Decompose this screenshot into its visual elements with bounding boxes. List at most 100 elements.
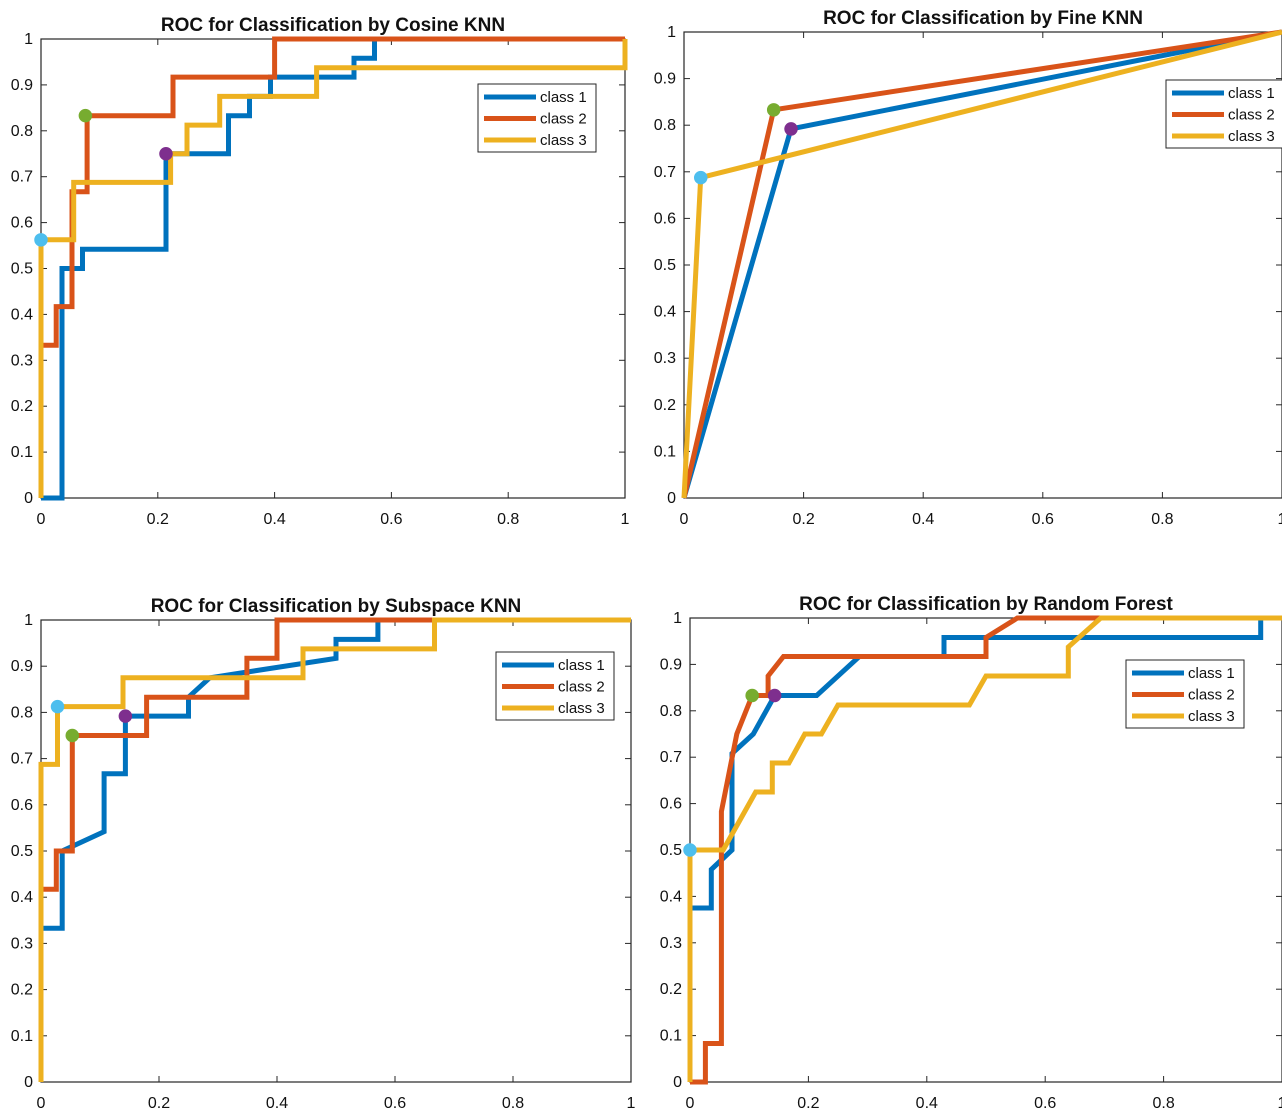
y-tick-label: 0.2 (660, 981, 682, 998)
x-tick-label: 1 (1278, 1095, 1282, 1110)
y-tick-label: 0.6 (660, 796, 682, 813)
x-tick-label: 1 (627, 1095, 636, 1110)
legend: class 1 class 2 class 3 (1125, 659, 1245, 729)
y-tick-label: 0.9 (11, 658, 33, 675)
operating-point-marker (683, 843, 697, 857)
y-tick-label: 1 (24, 612, 33, 629)
y-tick-label: 0.3 (660, 935, 682, 952)
y-tick-label: 0.9 (654, 71, 676, 88)
y-tick-label: 0.9 (11, 77, 33, 94)
operating-point-marker (784, 122, 798, 136)
y-tick-label: 0.3 (654, 350, 676, 367)
y-tick-label: 0.7 (11, 751, 33, 768)
legend-label: class 3 (1228, 128, 1275, 145)
x-tick-label: 0.2 (147, 511, 169, 528)
y-tick-label: 0.4 (654, 304, 676, 321)
x-tick-label: 0.6 (384, 1095, 406, 1110)
y-tick-label: 0.6 (11, 797, 33, 814)
x-tick-label: 0.8 (1151, 511, 1173, 528)
series-line-class-3 (38, 39, 628, 498)
operating-point-marker (50, 699, 65, 714)
series-line-class-1 (41, 36, 625, 501)
legend: class 1 class 2 class 3 (477, 83, 597, 153)
x-tick-label: 1 (621, 511, 630, 528)
legend: class 1 class 2 class 3 (495, 651, 615, 721)
y-tick-label: 0.9 (660, 656, 682, 673)
x-tick-label: 0.4 (263, 511, 285, 528)
operating-point-marker (78, 108, 93, 123)
legend-label: class 2 (1228, 107, 1275, 124)
operating-point-marker (65, 728, 80, 743)
y-tick-label: 0.5 (11, 261, 33, 278)
series-line-class-2 (38, 36, 625, 498)
x-tick-label: 0.4 (912, 511, 934, 528)
x-tick-label: 0 (686, 1095, 695, 1110)
panel-subspace-knn: ROC for Classification by Subspace KNN 0 0… (11, 596, 636, 1110)
y-tick-label: 0.8 (11, 704, 33, 721)
chart-title: ROC for Classification by Random Forest (799, 594, 1173, 615)
x-tick-label: 0 (680, 511, 689, 528)
chart-title: ROC for Classification by Fine KNN (823, 8, 1143, 29)
series-line-class-1 (38, 617, 631, 1082)
y-tick-label: 0.1 (660, 1028, 682, 1045)
legend-label: class 1 (558, 657, 605, 674)
x-tick-label: 0.4 (916, 1095, 938, 1110)
y-tick-label: 0.5 (654, 257, 676, 274)
x-tick-label: 1 (1278, 511, 1282, 528)
y-tick-label: 0.5 (11, 843, 33, 860)
y-tick-label: 0.7 (654, 164, 676, 181)
x-tick-label: 0.4 (266, 1095, 288, 1110)
legend-label: class 1 (1228, 85, 1275, 102)
y-tick-label: 0.3 (11, 352, 33, 369)
y-tick-label: 0.6 (11, 215, 33, 232)
operating-point-marker (159, 147, 173, 161)
y-tick-label: 0.8 (11, 123, 33, 140)
operating-point-marker (693, 170, 708, 185)
y-tick-label: 0.4 (11, 306, 33, 323)
y-tick-label: 1 (24, 31, 33, 48)
y-tick-label: 0 (24, 1074, 33, 1091)
y-tick-label: 0.8 (660, 703, 682, 720)
operating-point-marker (745, 688, 759, 703)
y-tick-label: 0.3 (11, 935, 33, 952)
legend-label: class 2 (1188, 687, 1235, 704)
y-tick-label: 0.7 (11, 169, 33, 186)
x-tick-label: 0.2 (792, 511, 814, 528)
chart-title: ROC for Classification by Subspace KNN (151, 596, 522, 617)
legend-label: class 1 (540, 89, 587, 106)
y-tick-label: 0.1 (11, 444, 33, 461)
legend-label: class 2 (558, 679, 605, 696)
x-tick-label: 0.2 (148, 1095, 170, 1110)
legend-label: class 3 (558, 700, 605, 717)
legend-label: class 1 (1188, 665, 1235, 682)
legend-label: class 3 (540, 132, 587, 149)
series-line-class-2 (38, 617, 631, 1082)
y-tick-label: 0.1 (11, 1028, 33, 1045)
operating-point-marker (767, 688, 782, 703)
x-tick-label: 0.8 (502, 1095, 524, 1110)
y-tick-label: 0.6 (654, 210, 676, 227)
legend: class 1 class 2 class 3 (1165, 79, 1282, 149)
x-tick-label: 0.6 (380, 511, 402, 528)
y-tick-label: 0.7 (660, 749, 682, 766)
y-tick-label: 0.4 (11, 889, 33, 906)
y-tick-label: 0.2 (11, 982, 33, 999)
operating-point-marker (766, 103, 781, 117)
y-tick-label: 0.5 (660, 842, 682, 859)
panel-random-forest: ROC for Classification by Random Forest 0… (660, 594, 1282, 1110)
x-tick-label: 0.2 (797, 1095, 819, 1110)
series-line-class-3 (687, 615, 1282, 1082)
y-tick-label: 0.2 (11, 398, 33, 415)
y-tick-label: 0 (673, 1074, 682, 1091)
legend-label: class 3 (1188, 708, 1235, 725)
panel-cosine-knn: ROC for Classification by Cosine KNN 0 0.1… (11, 15, 630, 528)
x-tick-label: 0.8 (497, 511, 519, 528)
y-tick-label: 0.1 (654, 443, 676, 460)
y-tick-label: 0.8 (654, 117, 676, 134)
y-tick-label: 0 (24, 490, 33, 507)
x-tick-label: 0 (37, 511, 46, 528)
series-line-class-2 (690, 615, 1282, 1085)
y-tick-label: 1 (667, 24, 676, 41)
series-line-class-3 (38, 617, 631, 1082)
x-tick-label: 0.6 (1034, 1095, 1056, 1110)
